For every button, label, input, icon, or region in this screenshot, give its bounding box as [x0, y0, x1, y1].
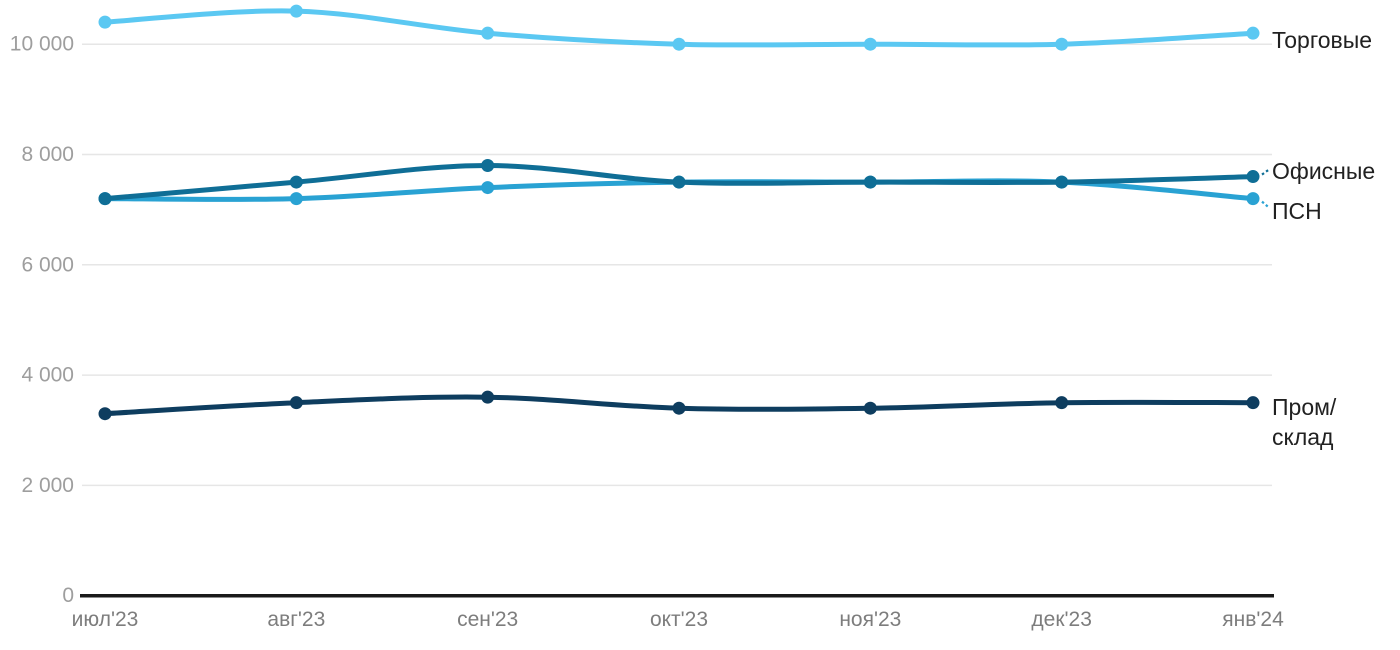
series-point[interactable] — [98, 407, 112, 421]
y-tick-label: 4 000 — [21, 364, 74, 387]
series-point[interactable] — [863, 37, 877, 51]
series-point[interactable] — [289, 4, 303, 18]
series-point[interactable] — [1055, 396, 1069, 410]
x-tick-label: дек'23 — [1031, 608, 1092, 631]
series-point[interactable] — [1246, 26, 1260, 40]
series-point[interactable] — [1246, 192, 1260, 206]
series-label: Торговые — [1272, 27, 1372, 53]
series-point[interactable] — [289, 175, 303, 189]
series-point[interactable] — [289, 396, 303, 410]
x-tick-label: янв'24 — [1222, 608, 1284, 631]
series-point[interactable] — [1246, 170, 1260, 184]
series-point[interactable] — [863, 175, 877, 189]
series-point[interactable] — [98, 192, 112, 206]
x-tick-label: июл'23 — [72, 608, 139, 631]
series-point[interactable] — [1055, 37, 1069, 51]
series-label: Пром/ — [1272, 394, 1337, 420]
y-tick-label: 10 000 — [10, 33, 74, 56]
leader-dash — [1261, 168, 1270, 176]
x-tick-label: авг'23 — [267, 608, 325, 631]
y-tick-label: 2 000 — [21, 474, 74, 497]
series-point[interactable] — [289, 192, 303, 206]
x-tick-label: ноя'23 — [839, 608, 901, 631]
leader-dash — [1261, 200, 1270, 209]
series-point[interactable] — [1055, 175, 1069, 189]
series-label: Офисные — [1272, 158, 1375, 184]
series-point[interactable] — [672, 37, 686, 51]
series-point[interactable] — [672, 175, 686, 189]
series-point[interactable] — [1246, 396, 1260, 410]
series-label: склад — [1272, 424, 1334, 450]
series-point[interactable] — [481, 159, 495, 173]
series-point[interactable] — [672, 401, 686, 415]
series-label: ПСН — [1272, 198, 1322, 224]
y-tick-label: 0 — [62, 584, 74, 607]
series-point[interactable] — [863, 401, 877, 415]
series-point[interactable] — [481, 390, 495, 404]
series-point[interactable] — [98, 15, 112, 29]
x-tick-label: окт'23 — [650, 608, 708, 631]
series-point[interactable] — [481, 26, 495, 40]
y-tick-label: 6 000 — [21, 253, 74, 276]
series-point[interactable] — [481, 181, 495, 195]
y-tick-label: 8 000 — [21, 143, 74, 166]
x-tick-label: сен'23 — [457, 608, 518, 631]
